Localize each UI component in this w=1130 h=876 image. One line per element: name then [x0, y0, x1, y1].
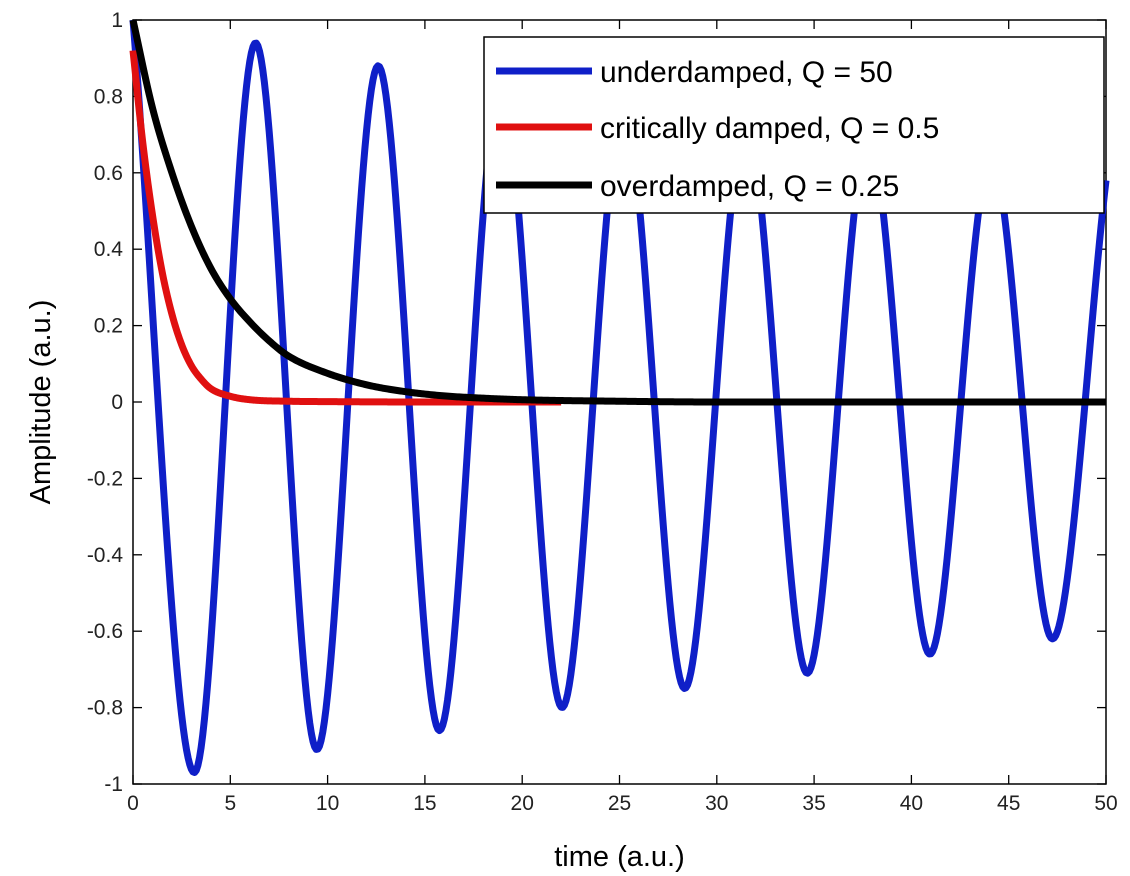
y-tick-label: 0.2 [94, 315, 123, 338]
x-tick-label: 0 [127, 792, 139, 815]
x-axis-ticks: 0 5 10 15 20 25 30 35 40 45 50 [127, 20, 1118, 815]
x-tick-label: 25 [608, 792, 631, 815]
x-axis-title: time (a.u.) [554, 841, 685, 873]
y-tick-label: 0.8 [94, 85, 123, 108]
x-tick-label: 20 [511, 792, 534, 815]
y-tick-label: -0.6 [87, 620, 123, 643]
legend-items: underdamped, Q = 50 critically damped, Q … [496, 56, 939, 203]
y-tick-label: -0.8 [87, 697, 123, 720]
legend-entry-critically-damped: critically damped, Q = 0.5 [496, 112, 939, 145]
critically-damped-series-line [129, 50, 564, 406]
x-tick-label: 15 [413, 792, 436, 815]
legend-entry-overdamped: overdamped, Q = 0.25 [496, 170, 899, 203]
legend-entry-underdamped: underdamped, Q = 50 [496, 56, 893, 89]
x-tick-label: 50 [1094, 792, 1117, 815]
x-tick-label: 45 [997, 792, 1020, 815]
x-tick-label: 40 [900, 792, 923, 815]
legend: underdamped, Q = 50 critically damped, Q … [483, 36, 1105, 214]
y-axis-title: Amplitude (a.u.) [25, 300, 57, 505]
x-tick-label: 10 [316, 792, 339, 815]
y-tick-label: -1 [104, 773, 123, 796]
legend-label: underdamped, Q = 50 [600, 56, 893, 89]
y-tick-label: 0.4 [94, 238, 124, 261]
overdamped-series-line [129, 19, 1108, 406]
x-tick-label: 5 [224, 792, 236, 815]
y-tick-label: 0.6 [94, 162, 123, 185]
y-tick-label: -0.4 [87, 544, 124, 567]
y-tick-label: 0 [111, 391, 123, 414]
y-tick-label: -0.2 [87, 467, 123, 490]
x-tick-label: 30 [705, 792, 728, 815]
legend-label: critically damped, Q = 0.5 [600, 112, 939, 145]
y-tick-label: 1 [111, 9, 123, 32]
x-tick-label: 35 [802, 792, 825, 815]
legend-label: overdamped, Q = 0.25 [600, 170, 899, 203]
